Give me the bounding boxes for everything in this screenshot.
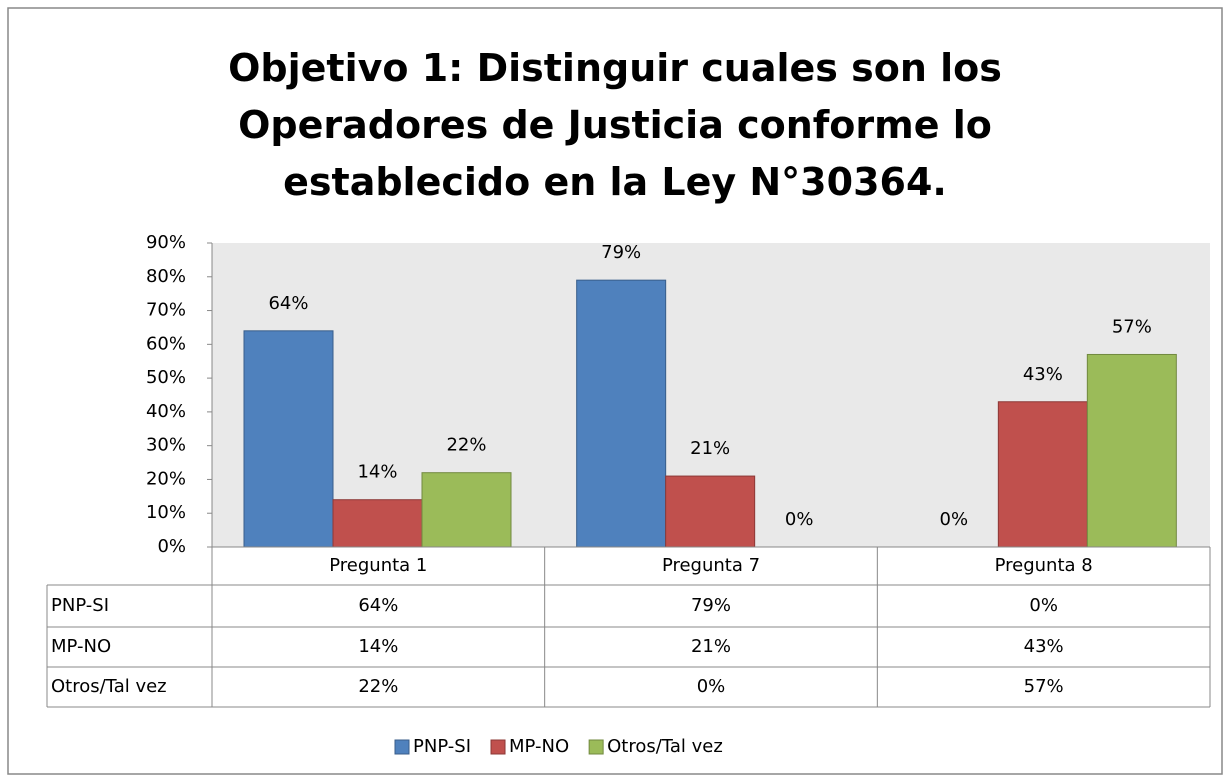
y-tick-label: 50% bbox=[146, 367, 186, 388]
legend-swatch bbox=[394, 739, 410, 755]
legend-swatch bbox=[588, 739, 604, 755]
legend-swatch bbox=[490, 739, 506, 755]
legend-label: MP-NO bbox=[509, 736, 569, 757]
data-label: 79% bbox=[601, 242, 641, 263]
table-cell: 22% bbox=[358, 676, 398, 697]
x-tick-label: Pregunta 8 bbox=[995, 555, 1093, 576]
bar bbox=[997, 401, 1088, 548]
bar bbox=[1086, 353, 1177, 548]
data-label: 43% bbox=[1023, 364, 1063, 385]
table-cell: 43% bbox=[1024, 636, 1064, 657]
legend-label: PNP-SI bbox=[413, 736, 471, 757]
y-tick-label: 40% bbox=[146, 401, 186, 422]
table-cell: 0% bbox=[1029, 595, 1058, 616]
y-tick-label: 10% bbox=[146, 502, 186, 523]
y-tick-label: 70% bbox=[146, 300, 186, 321]
table-cell: 21% bbox=[691, 636, 731, 657]
y-tick-label: 0% bbox=[157, 536, 186, 557]
data-label: 0% bbox=[940, 509, 969, 530]
bar bbox=[243, 330, 334, 548]
x-tick-label: Pregunta 7 bbox=[662, 555, 760, 576]
bar bbox=[576, 279, 667, 548]
y-tick-label: 30% bbox=[146, 435, 186, 456]
data-label: 22% bbox=[446, 435, 486, 456]
bar bbox=[665, 475, 756, 548]
data-label: 14% bbox=[357, 462, 397, 483]
table-row-label: PNP-SI bbox=[51, 595, 109, 616]
table-cell: 0% bbox=[697, 676, 726, 697]
bar bbox=[332, 499, 423, 548]
table-cell: 64% bbox=[358, 595, 398, 616]
x-tick-label: Pregunta 1 bbox=[329, 555, 427, 576]
legend-label: Otros/Tal vez bbox=[607, 736, 723, 757]
chart-title: Objetivo 1: Distinguir cuales son los Op… bbox=[228, 46, 1002, 204]
table-row-label: MP-NO bbox=[51, 636, 111, 657]
y-tick-label: 20% bbox=[146, 468, 186, 489]
bar bbox=[421, 472, 512, 548]
y-tick-label: 90% bbox=[146, 232, 186, 253]
table-cell: 79% bbox=[691, 595, 731, 616]
data-label: 21% bbox=[690, 438, 730, 459]
table-cell: 14% bbox=[358, 636, 398, 657]
y-tick-label: 80% bbox=[146, 266, 186, 287]
data-label: 0% bbox=[785, 509, 814, 530]
table-cell: 57% bbox=[1024, 676, 1064, 697]
y-tick-label: 60% bbox=[146, 333, 186, 354]
data-label: 57% bbox=[1112, 316, 1152, 337]
table-row-label: Otros/Tal vez bbox=[51, 676, 167, 697]
data-label: 64% bbox=[268, 293, 308, 314]
